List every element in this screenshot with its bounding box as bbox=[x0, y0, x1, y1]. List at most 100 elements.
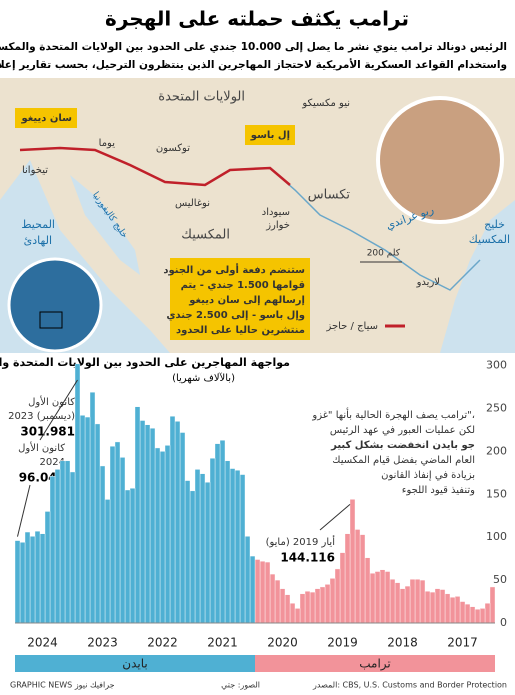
bar bbox=[114, 441, 121, 624]
bar bbox=[84, 416, 91, 624]
bar bbox=[429, 591, 436, 624]
map-label: سيوداد bbox=[262, 207, 290, 218]
chart-title: مواجهة المهاجرين على الحدود بين الولايات… bbox=[0, 356, 290, 369]
map-label: نيو مكسيكو bbox=[301, 98, 350, 109]
bar bbox=[299, 593, 306, 624]
box-text: وإل باسو - إلى 2.500 جندي bbox=[166, 310, 305, 321]
map-label: لاريدو bbox=[416, 277, 440, 288]
arrow bbox=[17, 484, 31, 537]
x-tick-label: 2024 bbox=[27, 636, 58, 650]
note: ترامب يصف الهجرة الحالية بأنها "غزو"، bbox=[311, 407, 475, 421]
label-box bbox=[245, 125, 295, 145]
bar bbox=[254, 559, 261, 624]
bar bbox=[414, 579, 421, 624]
source: المصدر: CBS, U.S. Customs and Border Pro… bbox=[312, 681, 507, 690]
globe bbox=[7, 257, 103, 353]
y-tick-label: 50 bbox=[493, 573, 507, 586]
bar bbox=[34, 530, 41, 624]
bar bbox=[289, 603, 296, 624]
y-tick-label: 100 bbox=[486, 530, 507, 543]
y-tick-label: 150 bbox=[486, 487, 507, 500]
bar bbox=[219, 440, 226, 624]
bar bbox=[214, 443, 221, 624]
bar bbox=[349, 499, 356, 624]
arrow bbox=[39, 379, 78, 441]
bar bbox=[64, 460, 71, 624]
bar bbox=[119, 457, 126, 624]
annotation-value: 301.981 bbox=[20, 425, 75, 439]
bar bbox=[339, 552, 346, 624]
y-tick-label: 250 bbox=[486, 401, 507, 414]
map-label: الولايات المتحدة bbox=[158, 90, 245, 105]
note: جو بايدن انخفضت بشكل كبير bbox=[330, 440, 475, 451]
bar bbox=[109, 446, 116, 624]
bar bbox=[19, 542, 26, 624]
note: بزيادة في إنفاذ القانون bbox=[381, 470, 475, 481]
x-tick-label: 2019 bbox=[327, 636, 358, 650]
note: لكن عمليات العبور في عهد الرئيس bbox=[330, 425, 475, 436]
border-fence bbox=[19, 146, 291, 187]
bar bbox=[409, 579, 416, 624]
map-label: تيخوانا bbox=[22, 165, 48, 176]
map-label: نوغاليس bbox=[175, 198, 210, 209]
map-label: يوما bbox=[99, 138, 116, 149]
bar bbox=[239, 474, 246, 624]
bar bbox=[344, 533, 351, 624]
era-label: ترامب bbox=[359, 657, 391, 672]
bar bbox=[54, 469, 61, 624]
bar bbox=[104, 499, 111, 624]
x-tick-label: 2023 bbox=[87, 636, 118, 650]
note-box bbox=[170, 258, 310, 340]
credit: GRAPHIC NEWS جرافيك نيوز bbox=[10, 681, 115, 690]
annotation: 2024 bbox=[40, 457, 65, 468]
bar bbox=[439, 589, 446, 624]
bar bbox=[374, 571, 381, 624]
bar bbox=[199, 473, 206, 624]
bar bbox=[189, 490, 196, 624]
bar bbox=[424, 591, 431, 624]
bar bbox=[449, 597, 456, 624]
bar bbox=[49, 476, 56, 624]
bar bbox=[194, 469, 201, 624]
bar bbox=[149, 428, 156, 624]
bar bbox=[419, 579, 426, 624]
bar bbox=[89, 391, 96, 624]
bar bbox=[69, 471, 76, 624]
era-band bbox=[15, 655, 255, 672]
map-label: 200 كلم bbox=[367, 249, 401, 259]
bar bbox=[139, 420, 146, 624]
bar bbox=[284, 594, 291, 624]
bar bbox=[204, 482, 211, 624]
annotation-value: 144.116 bbox=[280, 551, 335, 565]
bar bbox=[164, 445, 171, 624]
bar bbox=[269, 573, 276, 624]
era-band bbox=[255, 655, 495, 672]
intro: الرئيس دونالد ترامب ينوي نشر ما يصل إلى … bbox=[0, 41, 507, 53]
bar bbox=[59, 460, 66, 624]
label-box bbox=[15, 108, 77, 128]
bar bbox=[244, 536, 251, 624]
bar bbox=[179, 432, 186, 624]
bar bbox=[459, 601, 466, 624]
map-label: خليج bbox=[484, 218, 505, 231]
bar bbox=[184, 480, 191, 624]
x-tick-label: 2020 bbox=[267, 636, 298, 650]
bar bbox=[259, 561, 266, 624]
map-label: سان دييغو bbox=[21, 113, 73, 124]
y-tick-label: 200 bbox=[486, 444, 507, 457]
bar bbox=[129, 488, 136, 624]
bar bbox=[369, 573, 376, 624]
bar bbox=[229, 468, 236, 624]
bar bbox=[464, 603, 471, 624]
bar bbox=[224, 460, 231, 624]
y-tick-label: 0 bbox=[500, 616, 507, 629]
bar bbox=[234, 470, 241, 624]
bar bbox=[39, 533, 46, 624]
box-text: قوامها 1.500 جندي - يتم bbox=[181, 280, 305, 291]
bar bbox=[484, 603, 491, 624]
map-label: المحيط bbox=[21, 218, 55, 231]
photo-credit: الصور: جتي bbox=[221, 681, 260, 690]
gulf-mexico bbox=[440, 200, 515, 353]
bar bbox=[389, 579, 396, 624]
annotation: أيار 2019 (مايو) bbox=[266, 535, 336, 548]
